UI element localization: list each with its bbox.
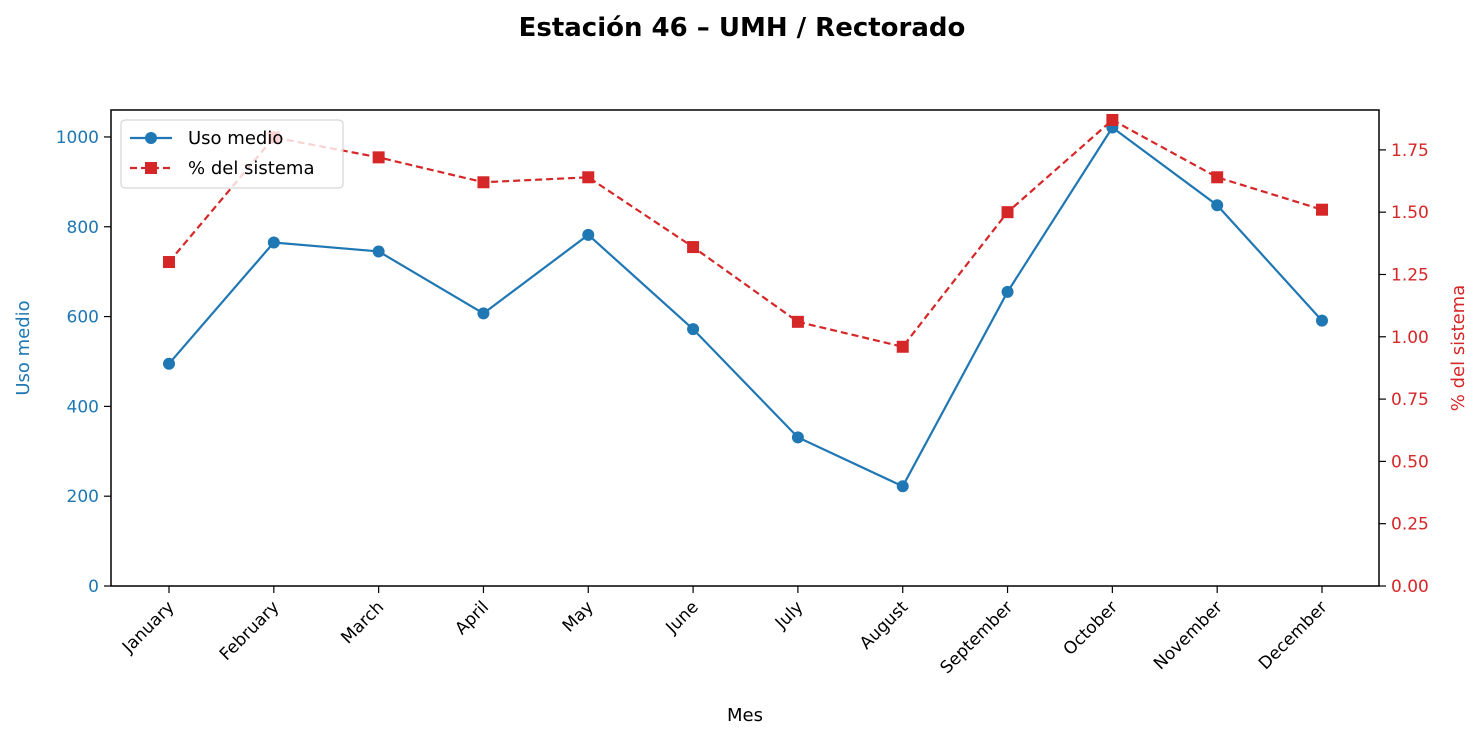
x-tick-label: April [451,597,493,639]
legend-marker-1 [145,162,157,174]
series-0-point [1001,285,1014,298]
legend-marker-0 [145,132,157,144]
series-0-point [582,228,595,241]
y-right-tick-label: 0.00 [1391,577,1429,597]
plot-area [163,113,1328,493]
y-right-tick-label: 1.25 [1391,265,1429,285]
series-1-point [687,241,700,254]
axes: January February March April May June July Augu… [56,109,1429,678]
series-0-point [372,245,385,258]
series-0-point [1211,199,1224,212]
y-right-tick-label: 0.75 [1391,390,1429,410]
series-0-point [1316,314,1328,327]
series-1-point [896,340,909,353]
x-tick-label: September [936,597,1017,678]
series-line-1 [168,118,1323,348]
x-tick-label: November [1150,597,1227,674]
legend-box [120,119,344,189]
series-1-point [163,256,175,269]
y-left-tick-label: 1000 [56,128,99,148]
series-0-point [791,431,804,444]
x-tick-label: March [337,597,388,648]
series-0-point [267,236,280,249]
series-1-point [1211,171,1224,184]
x-tick-label: July [771,597,807,633]
series-1-point [477,176,490,189]
series-0-point [477,307,490,320]
series-1-point [1106,113,1119,126]
series-line-0 [168,125,1323,488]
x-tick-label: May [559,597,598,636]
y-right-tick-label: 1.00 [1391,328,1429,348]
x-axis-label: Mes [727,705,763,726]
y-left-tick-label: 600 [67,308,99,328]
y-left-tick-label: 400 [67,397,99,417]
chart-title: Estación 46 – UMH / Rectorado [519,13,966,43]
plot-frame [110,109,1380,587]
series-1-point [1001,206,1014,219]
y-left-tick-label: 0 [88,577,99,597]
y-right-tick-label: 0.50 [1391,452,1429,472]
series-0-point [896,480,909,493]
series-1-point [1316,203,1328,216]
series-1-point [582,171,595,184]
y-left-tick-label: 800 [67,218,99,238]
legend: Uso medio % del sistema [120,119,344,189]
y-axis-left-label: Uso medio [13,300,34,395]
series-0-point [687,323,700,336]
x-tick-label: December [1255,597,1331,673]
series-1-point [791,315,804,328]
y-right-tick-label: 1.75 [1391,141,1429,161]
x-tick-label: June [662,597,703,638]
y-right-tick-label: 1.50 [1391,203,1429,223]
y-axis-right-label: % del sistema [1448,285,1469,412]
x-tick-label: February [216,597,283,664]
series-0-point [163,357,175,370]
legend-label-0: Uso medio [188,128,283,149]
x-tick-label: October [1060,597,1122,659]
y-left-tick-label: 200 [67,487,99,507]
x-tick-label: August [856,597,912,653]
x-tick-label: January [118,597,178,657]
legend-label-1: % del sistema [188,158,315,179]
series-1-point [372,151,385,164]
y-right-tick-label: 0.25 [1391,515,1429,535]
